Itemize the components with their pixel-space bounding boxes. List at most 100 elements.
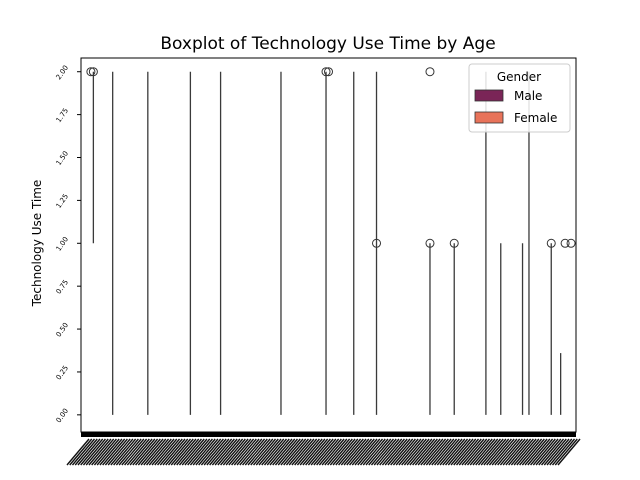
x-tick-label-mark bbox=[209, 438, 233, 466]
x-tick-label-mark bbox=[140, 438, 164, 466]
x-tick-label-mark bbox=[261, 438, 285, 466]
x-tick-label-mark bbox=[211, 438, 235, 466]
x-tick-label-mark bbox=[412, 438, 436, 466]
x-tick-label-mark bbox=[126, 438, 150, 466]
x-tick-label-mark bbox=[362, 438, 386, 466]
outlier-marker bbox=[425, 67, 435, 77]
x-tick-label-mark bbox=[455, 438, 480, 466]
outlier-marker bbox=[425, 238, 435, 248]
y-axis-label: Technology Use Time bbox=[30, 180, 44, 308]
x-tick-label-mark bbox=[329, 438, 353, 466]
x-tick-label-mark bbox=[401, 438, 425, 466]
x-tick-label-mark bbox=[135, 438, 159, 466]
x-tick-label-mark bbox=[173, 438, 197, 466]
x-tick-label-mark bbox=[508, 438, 532, 466]
x-tick-label-mark bbox=[178, 438, 202, 466]
x-tick-label-mark bbox=[294, 438, 318, 466]
x-tick-label-mark bbox=[516, 438, 540, 466]
x-tick-label-mark bbox=[296, 438, 320, 466]
x-tick-label-mark bbox=[532, 438, 556, 466]
outlier-marker bbox=[86, 67, 96, 77]
x-tick-label-mark bbox=[189, 438, 213, 466]
x-tick-label-mark bbox=[288, 438, 312, 466]
x-tick-label-mark bbox=[497, 438, 521, 466]
x-tick-label-mark bbox=[310, 438, 334, 466]
x-tick-label-mark bbox=[491, 438, 515, 466]
x-tick-label-mark bbox=[348, 438, 373, 466]
outlier-marker bbox=[560, 238, 570, 248]
x-tick-label-mark bbox=[118, 438, 142, 466]
x-tick-label-mark bbox=[214, 438, 238, 466]
x-tick-label-mark bbox=[162, 438, 186, 466]
x-axis-tick-band bbox=[81, 432, 576, 437]
x-tick-label-mark bbox=[340, 438, 364, 466]
x-tick-label-mark bbox=[305, 438, 329, 466]
x-tick-label-mark bbox=[107, 438, 131, 466]
x-tick-label-mark bbox=[228, 438, 252, 466]
y-tick-label: 1.25 bbox=[55, 193, 70, 210]
x-tick-label-mark bbox=[252, 438, 277, 466]
x-tick-label-mark bbox=[170, 438, 194, 466]
x-tick-label-mark bbox=[99, 438, 123, 466]
x-tick-label-mark bbox=[82, 438, 106, 466]
x-tick-label-mark bbox=[233, 438, 257, 466]
x-tick-label-mark bbox=[390, 438, 414, 466]
x-tick-label-mark bbox=[280, 438, 304, 466]
x-tick-label-mark bbox=[217, 438, 241, 466]
x-tick-label-mark bbox=[198, 438, 222, 466]
x-tick-label-mark bbox=[321, 438, 345, 466]
x-tick-label-mark bbox=[442, 438, 466, 466]
x-tick-label-mark bbox=[409, 438, 433, 466]
x-tick-label-mark bbox=[464, 438, 488, 466]
x-tick-label-mark bbox=[115, 438, 139, 466]
y-tick-label: 0.00 bbox=[55, 407, 70, 424]
x-tick-label-mark bbox=[71, 438, 96, 466]
x-tick-label-mark bbox=[148, 438, 172, 466]
x-tick-label-mark bbox=[187, 438, 211, 466]
x-tick-label-mark bbox=[554, 438, 578, 466]
x-tick-label-mark bbox=[447, 438, 471, 466]
x-tick-label-mark bbox=[368, 438, 392, 466]
x-tick-label-mark bbox=[203, 438, 227, 466]
x-tick-label-mark bbox=[69, 438, 93, 466]
x-tick-label-mark bbox=[423, 438, 447, 466]
x-tick-label-mark bbox=[458, 438, 482, 466]
x-tick-label-mark bbox=[129, 438, 153, 466]
x-tick-label-mark bbox=[513, 438, 537, 466]
x-tick-label-mark bbox=[379, 438, 403, 466]
x-tick-label-mark bbox=[357, 438, 381, 466]
x-tick-label-mark bbox=[220, 438, 244, 466]
x-tick-label-mark bbox=[445, 438, 469, 466]
x-tick-label-mark bbox=[88, 438, 112, 466]
x-tick-label-mark bbox=[436, 438, 460, 466]
x-tick-label-mark bbox=[255, 438, 279, 466]
x-tick-label-mark bbox=[96, 438, 120, 466]
x-tick-label-mark bbox=[335, 438, 359, 466]
x-tick-label-mark bbox=[469, 438, 493, 466]
x-tick-label-mark bbox=[524, 438, 548, 466]
x-tick-label-mark bbox=[387, 438, 411, 466]
x-tick-label-mark bbox=[269, 438, 293, 466]
x-tick-label-mark bbox=[277, 438, 301, 466]
x-tick-label-mark bbox=[483, 438, 507, 466]
x-tick-label-mark bbox=[146, 438, 170, 466]
x-tick-label-mark bbox=[313, 438, 337, 466]
x-tick-label-mark bbox=[242, 438, 266, 466]
x-tick-label-mark bbox=[546, 438, 570, 466]
x-tick-label-mark bbox=[551, 438, 576, 466]
x-tick-label-mark bbox=[247, 438, 271, 466]
x-tick-label-mark bbox=[159, 438, 183, 466]
y-tick-label: 1.75 bbox=[55, 107, 70, 124]
x-tick-label-mark bbox=[541, 438, 565, 466]
x-tick-label-mark bbox=[167, 438, 192, 466]
outlier-marker bbox=[88, 67, 98, 77]
x-tick-label-mark bbox=[398, 438, 422, 466]
x-tick-label-mark bbox=[428, 438, 452, 466]
x-tick-label-mark bbox=[530, 438, 554, 466]
x-tick-label-mark bbox=[200, 438, 224, 466]
x-tick-label-mark bbox=[535, 438, 559, 466]
x-tick-label-mark bbox=[439, 438, 463, 466]
y-tick-label: 2.00 bbox=[55, 64, 70, 81]
x-tick-label-mark bbox=[318, 438, 342, 466]
x-tick-label-mark bbox=[258, 438, 282, 466]
